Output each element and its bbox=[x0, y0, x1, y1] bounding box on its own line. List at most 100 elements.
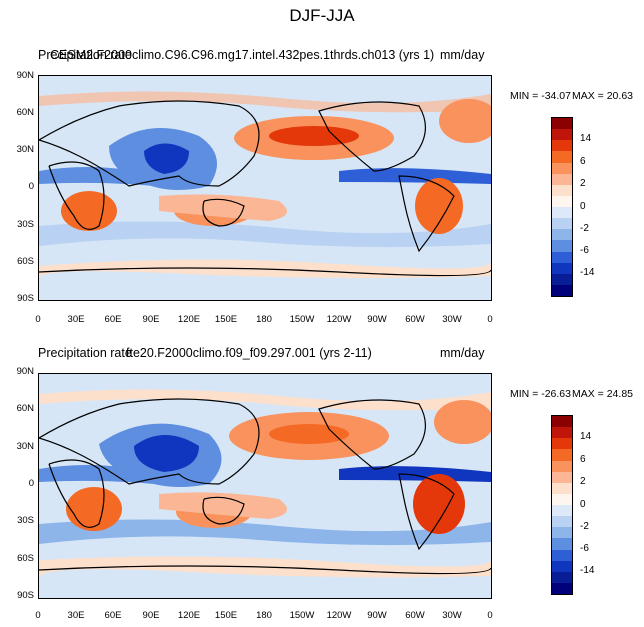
y-tick-label: 30N bbox=[16, 144, 34, 155]
y-tick-label: 90N bbox=[16, 366, 34, 377]
x-tick-label: 150W bbox=[289, 314, 315, 325]
x-tick-label: 120W bbox=[326, 610, 352, 621]
panel-2-min: MIN = -26.63 bbox=[510, 388, 571, 400]
colorbar-label: 6 bbox=[580, 156, 586, 167]
panel-1-left-title: Precipitation rate bbox=[38, 48, 132, 62]
colorbar-swatch bbox=[552, 173, 572, 185]
colorbar-label: -14 bbox=[580, 565, 595, 576]
x-tick-label: 30E bbox=[67, 610, 85, 621]
x-tick-label: 90E bbox=[142, 314, 160, 325]
main-title: DJF-JJA bbox=[289, 6, 355, 25]
panel-2-center-title: fte20.F2000climo.f09_f09.297.001 (yrs 2-… bbox=[126, 346, 372, 360]
y-tick-label: 60S bbox=[17, 553, 34, 564]
colorbar-label: 14 bbox=[580, 133, 592, 144]
y-tick-label: 30S bbox=[17, 219, 34, 230]
colorbar-swatch bbox=[552, 207, 572, 219]
panel-1-units: mm/day bbox=[440, 48, 485, 62]
x-tick-label: 90W bbox=[367, 314, 387, 325]
x-tick-label: 150E bbox=[214, 610, 238, 621]
y-tick-label: 60S bbox=[17, 256, 34, 267]
colorbar-label: -6 bbox=[580, 245, 589, 256]
colorbar-label: -14 bbox=[580, 267, 595, 278]
panel-2-max: MAX = 24.85 bbox=[572, 388, 633, 400]
colorbar-label: -2 bbox=[580, 223, 589, 234]
colorbar-swatch bbox=[552, 140, 572, 152]
colorbar-swatch bbox=[552, 151, 572, 163]
colorbar-swatch bbox=[552, 416, 572, 428]
colorbar-label: 14 bbox=[580, 431, 592, 442]
panel-2-units: mm/day bbox=[440, 346, 485, 360]
colorbar-swatch bbox=[552, 449, 572, 461]
colorbar-swatch bbox=[552, 582, 572, 594]
colorbar-swatch bbox=[552, 538, 572, 550]
panel-1-map bbox=[38, 75, 492, 301]
colorbar-label: -2 bbox=[580, 521, 589, 532]
colorbar-label: 0 bbox=[580, 201, 586, 212]
y-tick-label: 30N bbox=[16, 441, 34, 452]
colorbar-swatch bbox=[552, 118, 572, 130]
colorbar-swatch bbox=[552, 284, 572, 296]
y-tick-label: 90S bbox=[17, 590, 34, 601]
y-tick-label: 60N bbox=[16, 403, 34, 414]
colorbar-swatch bbox=[552, 273, 572, 285]
colorbar-swatch bbox=[552, 493, 572, 505]
x-tick-label: 60E bbox=[104, 610, 122, 621]
x-tick-label: 60W bbox=[405, 610, 425, 621]
y-tick-label: 90S bbox=[17, 293, 34, 304]
x-tick-label: 0 bbox=[35, 610, 41, 621]
y-tick-label: 0 bbox=[28, 478, 34, 489]
colorbar-swatch bbox=[552, 560, 572, 572]
x-tick-label: 90E bbox=[142, 610, 160, 621]
panel-1-center-title: CESM2.F2000climo.C96.C96.mg17.intel.432p… bbox=[50, 48, 435, 62]
panel-2-left-title: Precipitation rate bbox=[38, 346, 132, 360]
x-tick-label: 120E bbox=[177, 314, 201, 325]
x-tick-label: 90W bbox=[367, 610, 387, 621]
x-tick-label: 150E bbox=[214, 314, 238, 325]
colorbar-swatch bbox=[552, 129, 572, 141]
colorbar-label: 6 bbox=[580, 454, 586, 465]
colorbar-swatch bbox=[552, 184, 572, 196]
colorbar-swatch bbox=[552, 549, 572, 561]
x-tick-label: 30W bbox=[442, 610, 462, 621]
colorbar-swatch bbox=[552, 262, 572, 274]
x-tick-label: 30W bbox=[442, 314, 462, 325]
panel-2-colorbar bbox=[551, 415, 573, 595]
colorbar-swatch bbox=[552, 240, 572, 252]
x-tick-label: 150W bbox=[289, 610, 315, 621]
panel-2-map-svg bbox=[39, 374, 491, 598]
x-tick-label: 60E bbox=[104, 314, 122, 325]
colorbar-label: 2 bbox=[580, 476, 586, 487]
x-tick-label: 0 bbox=[487, 314, 493, 325]
panel-2-map bbox=[38, 373, 492, 599]
x-tick-label: 30E bbox=[67, 314, 85, 325]
x-tick-label: 120W bbox=[326, 314, 352, 325]
colorbar-swatch bbox=[552, 427, 572, 439]
colorbar-swatch bbox=[552, 527, 572, 539]
colorbar-swatch bbox=[552, 571, 572, 583]
colorbar-label: -6 bbox=[580, 543, 589, 554]
y-tick-label: 60N bbox=[16, 107, 34, 118]
panel-1-min: MIN = -34.07 bbox=[510, 90, 571, 102]
x-tick-label: 180 bbox=[256, 314, 272, 325]
colorbar-swatch bbox=[552, 251, 572, 263]
colorbar-swatch bbox=[552, 162, 572, 174]
panel-1-colorbar bbox=[551, 117, 573, 297]
colorbar-swatch bbox=[552, 229, 572, 241]
colorbar-swatch bbox=[552, 482, 572, 494]
colorbar-label: 2 bbox=[580, 178, 586, 189]
y-tick-label: 30S bbox=[17, 515, 34, 526]
y-tick-label: 90N bbox=[16, 70, 34, 81]
colorbar-label: 0 bbox=[580, 499, 586, 510]
x-tick-label: 180 bbox=[256, 610, 272, 621]
colorbar-swatch bbox=[552, 438, 572, 450]
colorbar-swatch bbox=[552, 505, 572, 517]
panel-1-max: MAX = 20.63 bbox=[572, 90, 633, 102]
colorbar-swatch bbox=[552, 218, 572, 230]
x-tick-label: 120E bbox=[177, 610, 201, 621]
panel-1-map-svg bbox=[39, 76, 491, 300]
y-tick-label: 0 bbox=[28, 181, 34, 192]
x-tick-label: 0 bbox=[487, 610, 493, 621]
colorbar-swatch bbox=[552, 460, 572, 472]
colorbar-swatch bbox=[552, 195, 572, 207]
x-tick-label: 0 bbox=[35, 314, 41, 325]
